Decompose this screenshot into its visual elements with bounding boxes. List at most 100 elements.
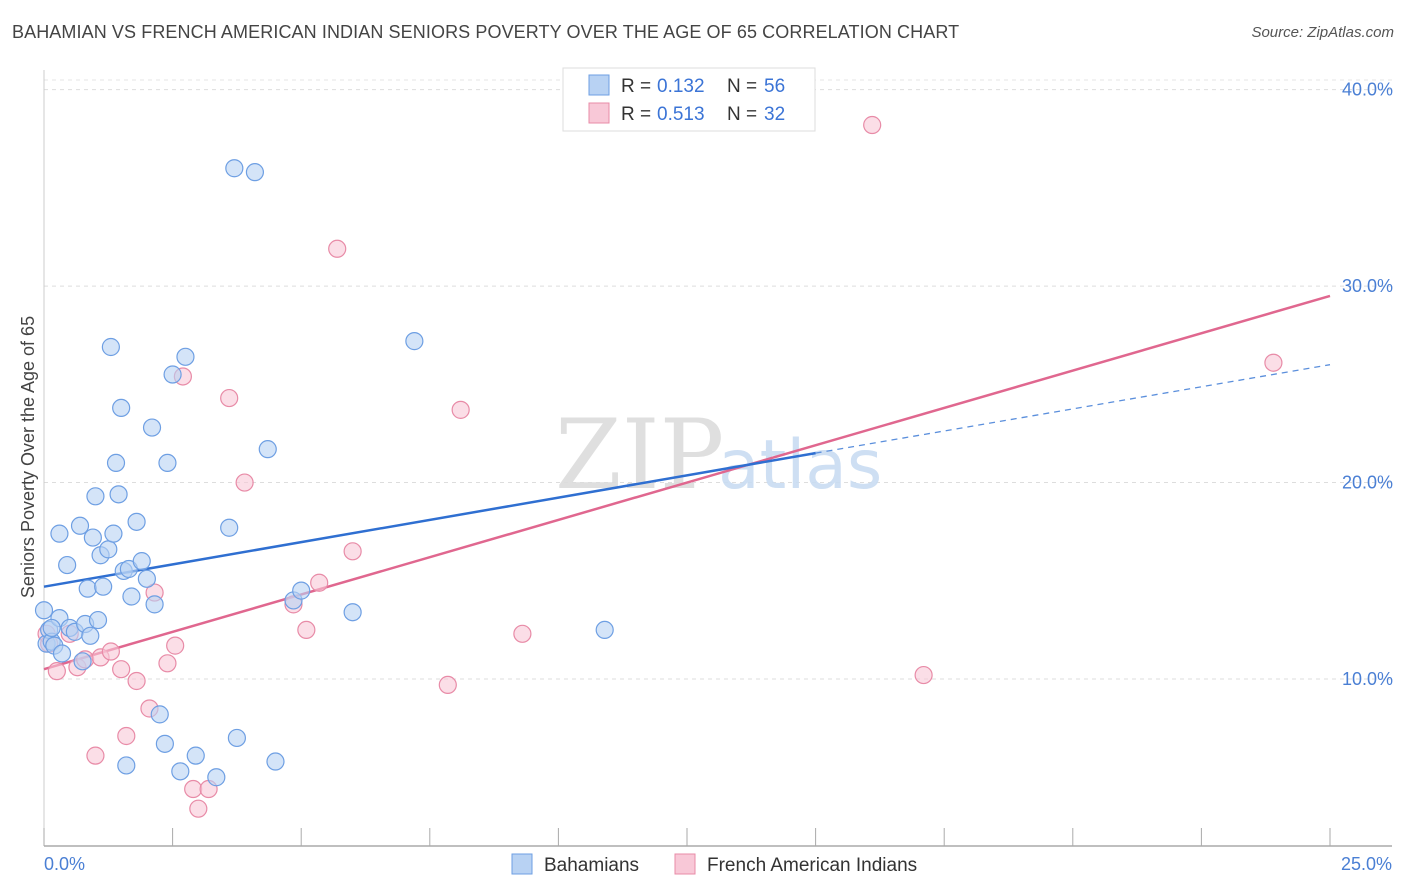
- y-axis-label: Seniors Poverty Over the Age of 65: [18, 316, 38, 598]
- data-point-french-american-indians: [166, 636, 185, 655]
- data-point-french-american-indians: [343, 542, 362, 561]
- data-point-bahamians: [132, 552, 151, 571]
- data-point-bahamians: [405, 332, 424, 351]
- data-point-bahamians: [83, 528, 102, 547]
- trend-line-bahamians-extension: [815, 364, 1331, 454]
- x-tick-label-max: 25.0%: [1341, 854, 1392, 874]
- data-point-bahamians: [94, 577, 113, 596]
- data-point-bahamians: [163, 365, 182, 384]
- data-point-french-american-indians: [310, 573, 329, 592]
- legend-n-value: 56: [764, 76, 785, 97]
- data-point-bahamians: [158, 453, 177, 473]
- source-credit: Source: ZipAtlas.com: [1251, 24, 1394, 41]
- legend-r-value: 0.132: [657, 76, 705, 97]
- data-point-french-american-indians: [328, 239, 347, 258]
- data-point-bahamians: [127, 512, 146, 531]
- legend-swatch-bahamians: [588, 74, 610, 96]
- data-point-french-american-indians: [117, 726, 136, 746]
- data-point-bahamians: [220, 518, 239, 537]
- data-point-french-american-indians: [863, 115, 882, 135]
- legend-swatch-french-american-indians: [588, 102, 610, 124]
- data-point-bahamians: [292, 581, 311, 600]
- bottom-legend-label-bahamians: Bahamians: [544, 855, 639, 876]
- data-point-bahamians: [81, 626, 100, 645]
- data-point-bahamians: [227, 728, 246, 748]
- data-point-bahamians: [99, 540, 118, 559]
- data-point-bahamians: [52, 644, 72, 663]
- series-bahamians: [34, 159, 614, 787]
- legend-r-label: R =: [621, 104, 651, 125]
- legend-r-value: 0.513: [657, 104, 705, 125]
- data-point-bahamians: [207, 768, 226, 787]
- series-legend: Bahamians French American Indians: [511, 853, 917, 876]
- data-point-bahamians: [104, 524, 123, 543]
- data-point-bahamians: [225, 159, 244, 178]
- data-point-french-american-indians: [1264, 353, 1283, 372]
- data-point-bahamians: [186, 746, 205, 765]
- data-point-french-american-indians: [112, 660, 131, 679]
- data-point-bahamians: [106, 453, 126, 473]
- data-point-bahamians: [101, 337, 120, 357]
- data-point-bahamians: [145, 595, 164, 614]
- legend-r-label: R =: [621, 76, 651, 97]
- data-point-bahamians: [266, 752, 285, 771]
- data-point-french-american-indians: [235, 473, 254, 492]
- data-point-bahamians: [112, 398, 131, 418]
- data-point-bahamians: [42, 618, 61, 638]
- data-point-french-american-indians: [189, 799, 208, 818]
- bottom-legend-label-french-american-indians: French American Indians: [707, 855, 917, 876]
- data-point-bahamians: [245, 163, 265, 182]
- data-point-french-american-indians: [451, 400, 470, 419]
- data-point-bahamians: [595, 620, 614, 639]
- data-point-french-american-indians: [158, 654, 177, 673]
- data-point-bahamians: [343, 603, 362, 622]
- chart-title: BAHAMIAN VS FRENCH AMERICAN INDIAN SENIO…: [12, 22, 960, 42]
- trend-lines: [43, 294, 1331, 671]
- data-point-bahamians: [122, 587, 141, 606]
- data-point-french-american-indians: [47, 662, 66, 681]
- data-point-bahamians: [155, 734, 174, 753]
- data-point-bahamians: [58, 555, 77, 575]
- data-point-bahamians: [34, 601, 54, 620]
- data-point-french-american-indians: [914, 665, 933, 685]
- y-tick-labels: 10.0% 20.0% 30.0% 40.0%: [1342, 80, 1393, 689]
- data-point-french-american-indians: [184, 779, 203, 799]
- data-point-french-american-indians: [101, 642, 120, 661]
- data-point-bahamians: [78, 579, 97, 598]
- axes: [43, 70, 1392, 847]
- data-point-french-american-indians: [513, 624, 532, 643]
- trend-line-french-american-indians: [43, 294, 1331, 671]
- data-point-french-american-indians: [220, 388, 239, 408]
- stats-legend: R = 0.132 N = 56 R = 0.513 N = 32: [562, 67, 816, 132]
- data-point-bahamians: [258, 440, 277, 459]
- data-point-french-american-indians: [438, 675, 457, 695]
- data-point-bahamians: [171, 762, 190, 781]
- data-point-french-american-indians: [297, 620, 316, 639]
- data-point-bahamians: [142, 418, 162, 437]
- data-point-french-american-indians: [86, 746, 105, 765]
- legend-n-label: N =: [727, 76, 757, 97]
- x-tick-marks: [43, 828, 1331, 846]
- data-point-bahamians: [86, 487, 105, 506]
- legend-n-value: 32: [764, 104, 785, 125]
- data-point-french-american-indians: [127, 671, 146, 691]
- data-point-bahamians: [109, 485, 128, 504]
- data-point-bahamians: [70, 516, 90, 535]
- trend-line-bahamians: [43, 451, 816, 588]
- watermark: ZIP atlas: [555, 399, 882, 511]
- legend-n-label: N =: [727, 104, 757, 125]
- data-point-bahamians: [176, 347, 195, 366]
- data-point-bahamians: [150, 705, 169, 724]
- data-point-bahamians: [50, 524, 69, 543]
- data-point-bahamians: [73, 652, 92, 671]
- bottom-legend-swatch-french-american-indians: [674, 853, 696, 875]
- y-tick-label: 10.0%: [1342, 669, 1393, 689]
- data-point-bahamians: [88, 610, 108, 630]
- y-tick-label: 30.0%: [1342, 276, 1393, 296]
- bottom-legend-swatch-bahamians: [511, 853, 533, 875]
- y-tick-label: 40.0%: [1342, 80, 1393, 100]
- data-point-bahamians: [117, 756, 136, 775]
- data-point-bahamians: [137, 569, 156, 588]
- y-tick-label: 20.0%: [1342, 473, 1393, 493]
